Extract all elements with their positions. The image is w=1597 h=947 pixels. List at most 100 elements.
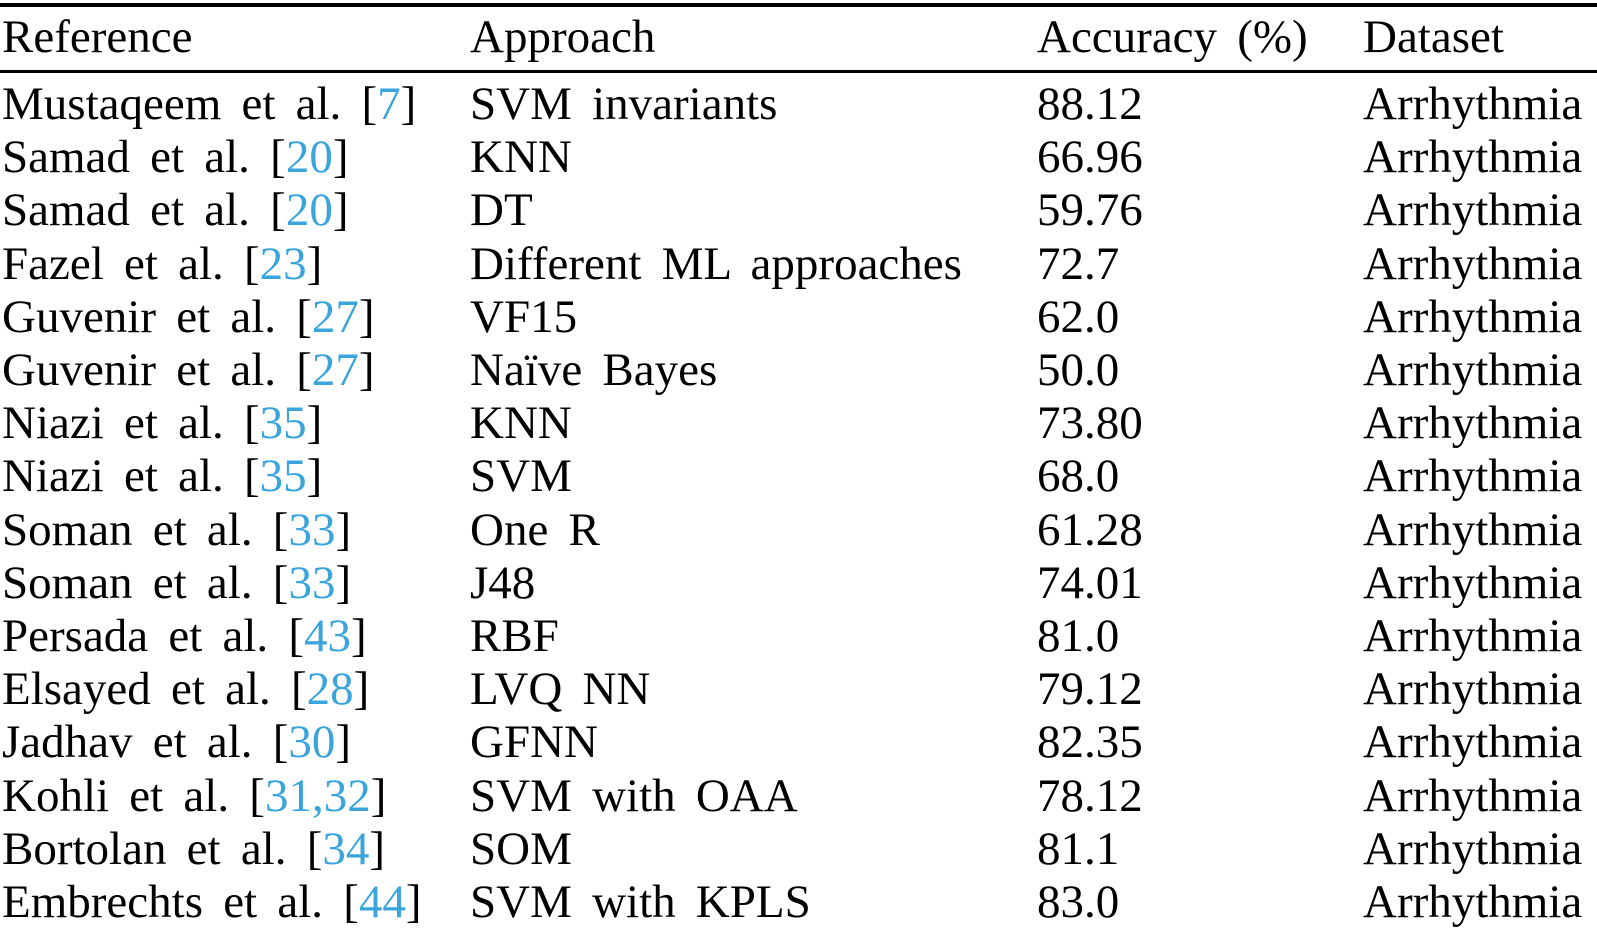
citation-number[interactable]: 23	[259, 237, 307, 290]
accuracy-cell: 88.12	[1037, 78, 1143, 131]
reference-text: Samad et al.	[2, 131, 250, 184]
dataset-cell: Arrhythmia	[1363, 450, 1583, 503]
reference-cell: Mustaqeem et al. [7]	[0, 81, 468, 128]
reference-cell: Bortolan et al. [34]	[0, 822, 468, 875]
reference-text: Guvenir et al.	[2, 290, 277, 343]
citation-number[interactable]: 34	[322, 822, 370, 875]
citation-open-bracket: [	[244, 237, 260, 290]
accuracy-cell: 74.01	[1037, 556, 1143, 609]
dataset-cell: Arrhythmia	[1363, 556, 1583, 609]
citation-close-bracket: ]	[335, 556, 352, 609]
citation-number[interactable]: 33	[288, 556, 336, 609]
reference-text: Fazel et al.	[2, 237, 224, 290]
dataset-cell: Arrhythmia	[1363, 609, 1583, 662]
citation-close-bracket: ]	[405, 875, 422, 928]
table-row: Guvenir et al. [27] VF15 62.0 Arrhythmia	[0, 291, 1597, 344]
citation-open-bracket: [	[272, 503, 289, 556]
approach-cell: DT	[470, 184, 533, 237]
table-row: Samad et al. [20] KNN 66.96 Arrhythmia	[0, 131, 1597, 184]
accuracy-cell: 81.1	[1037, 822, 1120, 875]
accuracy-cell: 81.0	[1037, 609, 1120, 662]
accuracy-cell: 59.76	[1037, 184, 1143, 237]
citation-close-bracket: ]	[353, 663, 370, 716]
citation-open-bracket: [	[244, 450, 260, 503]
citation-close-bracket: ]	[351, 609, 367, 662]
reference-text: Samad et al.	[2, 184, 250, 237]
citation-open-bracket: [	[244, 397, 260, 450]
citation-open-bracket: [	[249, 769, 265, 822]
approach-cell: RBF	[470, 609, 559, 662]
reference-cell: Samad et al. [20]	[0, 134, 468, 181]
citation-number[interactable]: 27	[311, 290, 359, 343]
citation-open-bracket: [	[296, 290, 312, 343]
column-header-approach: Approach	[470, 10, 656, 63]
citation-close-bracket: ]	[369, 822, 386, 875]
table-row: Soman et al. [33] J48 74.01 Arrhythmia	[0, 557, 1597, 610]
citation-open-bracket: [	[361, 78, 378, 131]
reference-text: Soman et al.	[2, 556, 253, 609]
table-row: Niazi et al. [35] SVM 68.0 Arrhythmia	[0, 450, 1597, 503]
citation-number[interactable]: 31,32	[264, 769, 371, 822]
reference-cell: Embrechts et al. [44]	[0, 875, 468, 928]
reference-text: Embrechts et al.	[2, 875, 323, 928]
table-row: Persada et al. [43] RBF 81.0 Arrhythmia	[0, 610, 1597, 663]
approach-cell: SVM with OAA	[470, 769, 798, 822]
citation-number[interactable]: 44	[358, 875, 406, 928]
dataset-cell: Arrhythmia	[1363, 344, 1583, 397]
accuracy-cell: 68.0	[1037, 450, 1120, 503]
accuracy-cell: 83.0	[1037, 875, 1120, 928]
citation-close-bracket: ]	[306, 397, 323, 450]
citation-number[interactable]: 20	[285, 184, 333, 237]
column-header-accuracy: Accuracy (%)	[1037, 10, 1308, 63]
citation-close-bracket: ]	[358, 290, 375, 343]
citation-open-bracket: [	[270, 184, 286, 237]
reference-cell: Kohli et al. [31,32]	[0, 769, 468, 822]
dataset-cell: Arrhythmia	[1363, 875, 1583, 928]
citation-number[interactable]: 27	[311, 344, 359, 397]
citation-number[interactable]: 28	[306, 663, 354, 716]
accuracy-cell: 50.0	[1037, 344, 1120, 397]
citation-open-bracket: [	[296, 344, 312, 397]
reference-text: Niazi et al.	[2, 450, 224, 503]
reference-cell: Soman et al. [33]	[0, 556, 468, 609]
citation-open-bracket: [	[270, 131, 286, 184]
table-row: Kohli et al. [31,32] SVM with OAA 78.12 …	[0, 769, 1597, 822]
dataset-cell: Arrhythmia	[1363, 716, 1583, 769]
reference-text: Elsayed et al.	[2, 663, 271, 716]
approach-cell: SVM	[470, 450, 572, 503]
citation-open-bracket: [	[272, 716, 289, 769]
accuracy-cell: 79.12	[1037, 663, 1143, 716]
dataset-cell: Arrhythmia	[1363, 769, 1583, 822]
reference-cell: Fazel et al. [23]	[0, 237, 468, 290]
citation-open-bracket: [	[291, 663, 307, 716]
table-header-row: Reference Approach Accuracy (%) Dataset	[0, 7, 1597, 67]
approach-cell: GFNN	[470, 716, 598, 769]
reference-text: Mustaqeem et al.	[2, 78, 342, 131]
approach-cell: One R	[470, 503, 600, 556]
citation-number[interactable]: 35	[259, 450, 307, 503]
citation-number[interactable]: 30	[288, 716, 336, 769]
citation-number[interactable]: 35	[259, 397, 307, 450]
table-row: Fazel et al. [23] Different ML approache…	[0, 238, 1597, 291]
reference-cell: Guvenir et al. [27]	[0, 290, 468, 343]
dataset-cell: Arrhythmia	[1363, 237, 1583, 290]
column-header-reference: Reference	[2, 10, 193, 63]
accuracy-cell: 62.0	[1037, 290, 1120, 343]
accuracy-cell: 78.12	[1037, 769, 1143, 822]
dataset-cell: Arrhythmia	[1363, 503, 1583, 556]
table-row: Niazi et al. [35] KNN 73.80 Arrhythmia	[0, 397, 1597, 450]
citation-open-bracket: [	[272, 556, 289, 609]
citation-number[interactable]: 20	[285, 131, 333, 184]
reference-text: Persada et al.	[2, 609, 269, 662]
citation-number[interactable]: 7	[377, 78, 401, 131]
citation-close-bracket: ]	[370, 769, 387, 822]
citation-close-bracket: ]	[335, 503, 352, 556]
citation-number[interactable]: 43	[304, 609, 352, 662]
table-row: Guvenir et al. [27] Naïve Bayes 50.0 Arr…	[0, 344, 1597, 397]
citation-number[interactable]: 33	[288, 503, 336, 556]
dataset-cell: Arrhythmia	[1363, 290, 1583, 343]
table-row: Samad et al. [20] DT 59.76 Arrhythmia	[0, 184, 1597, 237]
approach-cell: SOM	[470, 822, 572, 875]
table-row: Bortolan et al. [34] SOM 81.1 Arrhythmia	[0, 823, 1597, 876]
